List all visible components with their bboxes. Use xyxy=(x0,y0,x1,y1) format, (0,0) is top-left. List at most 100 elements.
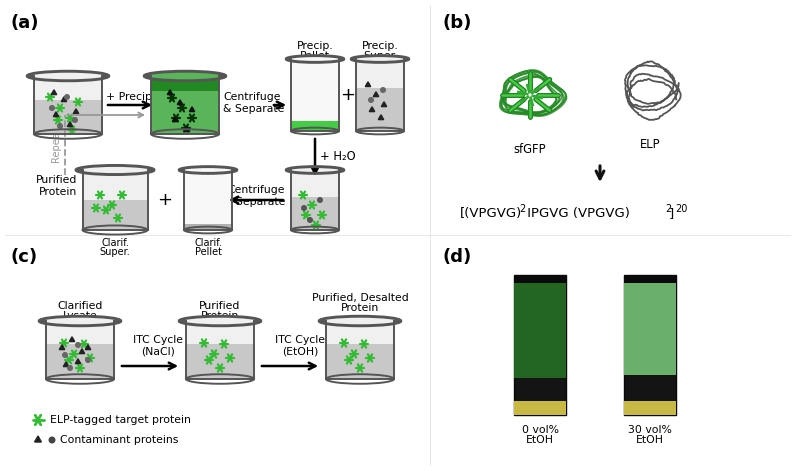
Polygon shape xyxy=(382,102,386,106)
Text: Clarified: Clarified xyxy=(57,301,103,311)
Polygon shape xyxy=(167,90,173,95)
Text: 0 vol%: 0 vol% xyxy=(522,425,559,435)
Circle shape xyxy=(64,95,69,99)
FancyBboxPatch shape xyxy=(514,401,566,415)
Circle shape xyxy=(68,365,72,370)
Text: 2: 2 xyxy=(665,204,671,214)
FancyBboxPatch shape xyxy=(291,121,339,131)
Polygon shape xyxy=(173,117,178,122)
FancyBboxPatch shape xyxy=(514,275,566,283)
Text: EtOH: EtOH xyxy=(636,435,664,445)
Text: Super.: Super. xyxy=(363,51,398,61)
FancyBboxPatch shape xyxy=(514,275,566,415)
FancyBboxPatch shape xyxy=(624,283,676,375)
Text: Lysate: Lysate xyxy=(63,311,97,321)
Polygon shape xyxy=(365,82,370,87)
FancyBboxPatch shape xyxy=(326,321,394,379)
Polygon shape xyxy=(184,127,190,131)
FancyBboxPatch shape xyxy=(624,401,676,415)
Polygon shape xyxy=(378,115,384,120)
Ellipse shape xyxy=(144,71,226,81)
Text: ITC Cycle: ITC Cycle xyxy=(275,335,325,345)
FancyBboxPatch shape xyxy=(151,76,219,90)
Circle shape xyxy=(63,353,68,357)
FancyBboxPatch shape xyxy=(186,321,254,379)
Circle shape xyxy=(301,206,306,210)
Text: [(VPGVG): [(VPGVG) xyxy=(460,207,522,220)
Text: Protein: Protein xyxy=(341,303,379,313)
Ellipse shape xyxy=(351,56,409,62)
Text: (NaCl): (NaCl) xyxy=(141,347,175,357)
Polygon shape xyxy=(52,90,56,95)
Text: (EtOH): (EtOH) xyxy=(281,347,318,357)
Text: EtOH: EtOH xyxy=(526,435,554,445)
Text: Centrifuge: Centrifuge xyxy=(227,185,285,195)
Circle shape xyxy=(369,97,374,102)
Text: Pellet: Pellet xyxy=(300,51,330,61)
Polygon shape xyxy=(61,97,67,102)
FancyBboxPatch shape xyxy=(514,283,566,378)
Text: ]: ] xyxy=(669,207,674,220)
Text: (d): (d) xyxy=(442,248,471,266)
Text: Precip.: Precip. xyxy=(297,41,333,51)
Polygon shape xyxy=(85,345,91,349)
Text: ELP-tagged target protein: ELP-tagged target protein xyxy=(50,415,191,425)
Text: Purified: Purified xyxy=(200,301,241,311)
Polygon shape xyxy=(73,109,79,114)
Text: Precip.: Precip. xyxy=(362,41,398,51)
FancyBboxPatch shape xyxy=(184,224,232,230)
Polygon shape xyxy=(76,359,81,364)
Ellipse shape xyxy=(39,316,121,326)
Text: ELP: ELP xyxy=(640,138,661,151)
Polygon shape xyxy=(80,349,85,354)
Text: (b): (b) xyxy=(442,14,471,32)
Text: (a): (a) xyxy=(10,14,38,32)
FancyBboxPatch shape xyxy=(151,76,219,134)
FancyBboxPatch shape xyxy=(46,344,114,379)
FancyBboxPatch shape xyxy=(291,170,339,230)
Circle shape xyxy=(72,118,77,122)
Ellipse shape xyxy=(320,316,401,326)
Polygon shape xyxy=(53,112,59,117)
Text: + H₂O: + H₂O xyxy=(320,151,355,163)
Text: & Separate: & Separate xyxy=(223,104,285,114)
Ellipse shape xyxy=(286,167,343,173)
Polygon shape xyxy=(64,362,68,366)
Circle shape xyxy=(381,88,386,92)
Polygon shape xyxy=(370,107,374,112)
Text: Super.: Super. xyxy=(99,247,130,257)
Text: & Separate: & Separate xyxy=(223,197,285,207)
FancyBboxPatch shape xyxy=(34,100,102,134)
Text: Protein: Protein xyxy=(39,187,77,197)
Text: Clarif.: Clarif. xyxy=(194,238,222,248)
Polygon shape xyxy=(35,436,41,442)
Text: +: + xyxy=(157,191,173,209)
Text: (c): (c) xyxy=(10,248,37,266)
Circle shape xyxy=(308,218,312,222)
FancyBboxPatch shape xyxy=(624,275,676,415)
Text: 20: 20 xyxy=(675,204,688,214)
Ellipse shape xyxy=(179,316,261,326)
FancyBboxPatch shape xyxy=(184,170,232,230)
Text: 2: 2 xyxy=(519,204,525,214)
FancyBboxPatch shape xyxy=(291,197,339,230)
Text: 30 vol%: 30 vol% xyxy=(628,425,672,435)
FancyBboxPatch shape xyxy=(151,90,219,134)
FancyBboxPatch shape xyxy=(291,59,339,131)
Text: Protein: Protein xyxy=(201,311,239,321)
FancyBboxPatch shape xyxy=(83,170,148,230)
Text: Clarif.: Clarif. xyxy=(101,238,129,248)
Polygon shape xyxy=(69,337,75,341)
FancyBboxPatch shape xyxy=(46,321,114,379)
Polygon shape xyxy=(60,345,64,349)
FancyBboxPatch shape xyxy=(186,344,254,379)
FancyBboxPatch shape xyxy=(34,76,102,134)
Text: IPGVG (VPGVG): IPGVG (VPGVG) xyxy=(523,207,630,220)
Circle shape xyxy=(318,198,322,203)
Ellipse shape xyxy=(179,167,237,173)
Polygon shape xyxy=(189,107,195,112)
Ellipse shape xyxy=(76,165,154,175)
Text: Pellet: Pellet xyxy=(195,247,222,257)
FancyBboxPatch shape xyxy=(624,275,676,283)
Text: Contaminant proteins: Contaminant proteins xyxy=(60,435,178,445)
